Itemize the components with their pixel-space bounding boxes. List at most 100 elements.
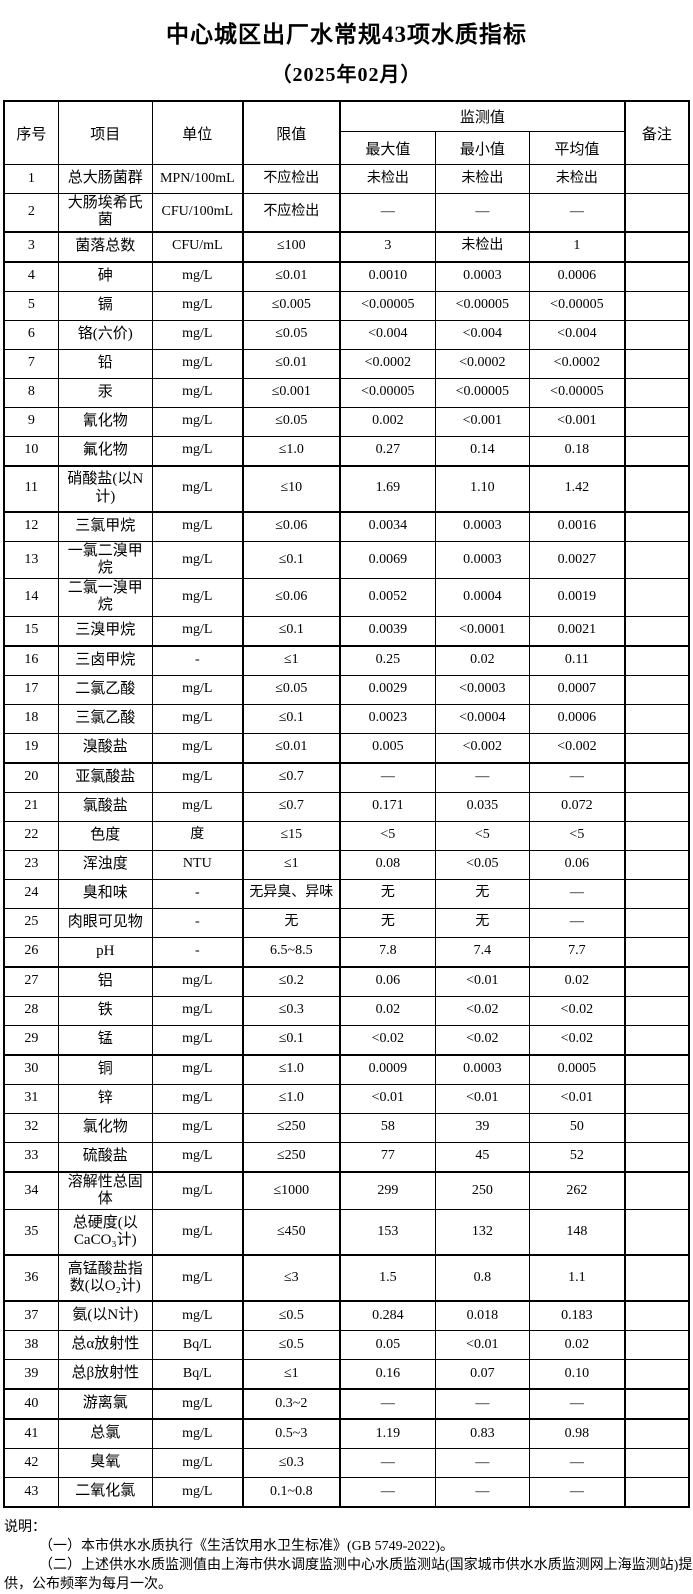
header-row-sub: 最大值 最小值 平均值 xyxy=(4,131,689,165)
table-row: 14 二氯一溴甲烷 mg/L ≤0.06 0.0052 0.0004 0.0019 xyxy=(3,578,690,617)
remark-cell xyxy=(623,1448,690,1478)
unit-cell: mg/L xyxy=(151,377,244,408)
table-body: 1 总大肠菌群 MPN/100mL 不应检出 未检出 未检出 未检出 2 大肠埃希氏菌 CFU/1… xyxy=(3,164,690,1508)
row-no-cell: 21 xyxy=(3,791,59,822)
min-value-cell: 0.0004 xyxy=(434,578,530,617)
remark-cell xyxy=(623,540,690,579)
avg-value-cell: 148 xyxy=(528,1209,626,1256)
remark-cell xyxy=(623,849,690,880)
item-name-cell: 总大肠菌群 xyxy=(57,164,153,194)
unit-cell: mg/L xyxy=(151,578,244,617)
remark-cell xyxy=(623,820,690,851)
row-no-cell: 24 xyxy=(3,878,59,909)
max-value-cell: 0.08 xyxy=(338,849,436,880)
unit-cell: mg/L xyxy=(151,435,244,467)
max-value-cell: 1.19 xyxy=(338,1418,436,1449)
row-no-cell: 10 xyxy=(3,435,59,467)
unit-cell: mg/L xyxy=(151,1477,244,1508)
table-row: 2 大肠埃希氏菌 CFU/100mL 不应检出 — — — xyxy=(3,193,690,233)
unit-cell: mg/L xyxy=(151,261,244,292)
page: 中心城区出厂水常规43项水质指标 （2025年02月） 序号 项目 单位 限值 … xyxy=(0,15,693,1594)
limit-cell: 无 xyxy=(241,907,341,938)
table-row: 20 亚氯酸盐 mg/L ≤0.7— — — xyxy=(3,762,690,793)
remark-cell xyxy=(623,1254,690,1302)
row-no-cell: 30 xyxy=(3,1054,59,1085)
item-name-cell: 氯酸盐 xyxy=(57,791,153,822)
limit-cell: ≤0.05 xyxy=(241,674,341,705)
unit-cell: mg/L xyxy=(151,540,244,579)
remark-cell xyxy=(623,1112,690,1143)
limit-cell: 不应检出 xyxy=(241,193,341,233)
row-no-cell: 9 xyxy=(3,406,59,437)
remark-cell xyxy=(623,878,690,909)
row-no-cell: 19 xyxy=(3,732,59,764)
limit-cell: ≤0.7 xyxy=(241,762,341,793)
min-value-cell: <0.01 xyxy=(434,1083,530,1114)
remark-cell xyxy=(623,377,690,408)
row-no-cell: 28 xyxy=(3,995,59,1026)
row-no-cell: 26 xyxy=(3,936,59,968)
table-row: 35 总硬度(以CaCO₃计) mg/L ≤450 153 132 148 xyxy=(3,1209,690,1256)
limit-cell: ≤0.2 xyxy=(241,966,341,997)
remark-cell xyxy=(623,703,690,734)
min-value-cell: 无 xyxy=(434,878,530,909)
avg-value-cell: 0.0021 xyxy=(528,615,626,647)
remark-cell xyxy=(623,1141,690,1173)
item-name-cell: 臭和味 xyxy=(57,878,153,909)
limit-cell: ≤1 xyxy=(241,645,341,676)
min-value-cell: 未检出 xyxy=(434,231,530,263)
max-value-cell: <0.00005 xyxy=(338,377,436,408)
max-value-cell: 0.0052 xyxy=(338,578,436,617)
remark-cell xyxy=(623,261,690,292)
unit-cell: mg/L xyxy=(151,1418,244,1449)
min-value-cell: <0.02 xyxy=(434,1024,530,1056)
remark-cell xyxy=(623,1330,690,1360)
limit-cell: ≤1.0 xyxy=(241,1083,341,1114)
note-item-2: （二）上述供水水质监测值由上海市供水调度监测中心水质监测站(国家城市供水水质监测… xyxy=(4,1558,693,1592)
remark-cell xyxy=(623,290,690,321)
remark-cell xyxy=(623,936,690,968)
unit-cell: mg/L xyxy=(151,319,244,350)
avg-value-cell: <0.0002 xyxy=(528,348,626,379)
limit-cell: ≤0.3 xyxy=(241,995,341,1026)
remark-cell xyxy=(623,1024,690,1056)
table-row: 4 砷 mg/L ≤0.01 0.0010 0.0003 0.0006 xyxy=(3,261,690,292)
table-row: 32 氯化物 mg/L ≤250 58 39 50 xyxy=(3,1112,690,1143)
remark-cell xyxy=(623,1171,690,1210)
item-name-cell: 镉 xyxy=(57,290,153,321)
item-name-cell: 铜 xyxy=(57,1054,153,1085)
water-quality-table: 序号 项目 单位 限值 监测值 备注 最大值 最小值 平均值 1 总大肠菌群 MPN… xyxy=(3,100,690,1508)
min-value-cell: 45 xyxy=(434,1141,530,1173)
avg-value-cell: 1 xyxy=(528,231,626,263)
remark-cell xyxy=(623,1054,690,1085)
min-value-cell: <0.001 xyxy=(434,406,530,437)
item-name-cell: 亚氯酸盐 xyxy=(57,762,153,793)
note-item-1: （一）本市供水水质执行《生活饮用水卫生标准》(GB 5749-2022)。 xyxy=(39,1539,454,1554)
row-no-cell: 14 xyxy=(3,578,59,617)
unit-cell: mg/L xyxy=(151,1112,244,1143)
limit-cell: ≤0.005 xyxy=(241,290,341,321)
row-no-cell: 20 xyxy=(3,762,59,793)
row-no-cell: 41 xyxy=(3,1418,59,1449)
item-name-cell: 氰化物 xyxy=(57,406,153,437)
max-value-cell: 1.5 xyxy=(338,1254,436,1302)
table-row: 12 三氯甲烷 mg/L ≤0.06 0.0034 0.0003 0.0016 xyxy=(3,511,690,542)
item-name-cell: 浑浊度 xyxy=(57,849,153,880)
unit-cell: mg/L xyxy=(151,762,244,793)
avg-value-cell: — xyxy=(528,1477,626,1508)
max-value-cell: — xyxy=(338,762,436,793)
max-value-cell: <0.02 xyxy=(338,1024,436,1056)
limit-cell: ≤0.001 xyxy=(241,377,341,408)
item-name-cell: 三卤甲烷 xyxy=(57,645,153,676)
table-row: 3 菌落总数 CFU/mL ≤100 3 未检出 1 xyxy=(3,231,690,263)
item-name-cell: 三氯甲烷 xyxy=(57,511,153,542)
max-value-cell: 0.02 xyxy=(338,995,436,1026)
max-value-cell: 0.284 xyxy=(338,1300,436,1331)
item-name-cell: 氟化物 xyxy=(57,435,153,467)
avg-value-cell: <0.001 xyxy=(528,406,626,437)
remark-cell xyxy=(623,1418,690,1449)
max-value-cell: — xyxy=(338,1477,436,1508)
col-header-limit: 限值 xyxy=(241,100,341,165)
limit-cell: ≤250 xyxy=(241,1141,341,1173)
item-name-cell: 硫酸盐 xyxy=(57,1141,153,1173)
